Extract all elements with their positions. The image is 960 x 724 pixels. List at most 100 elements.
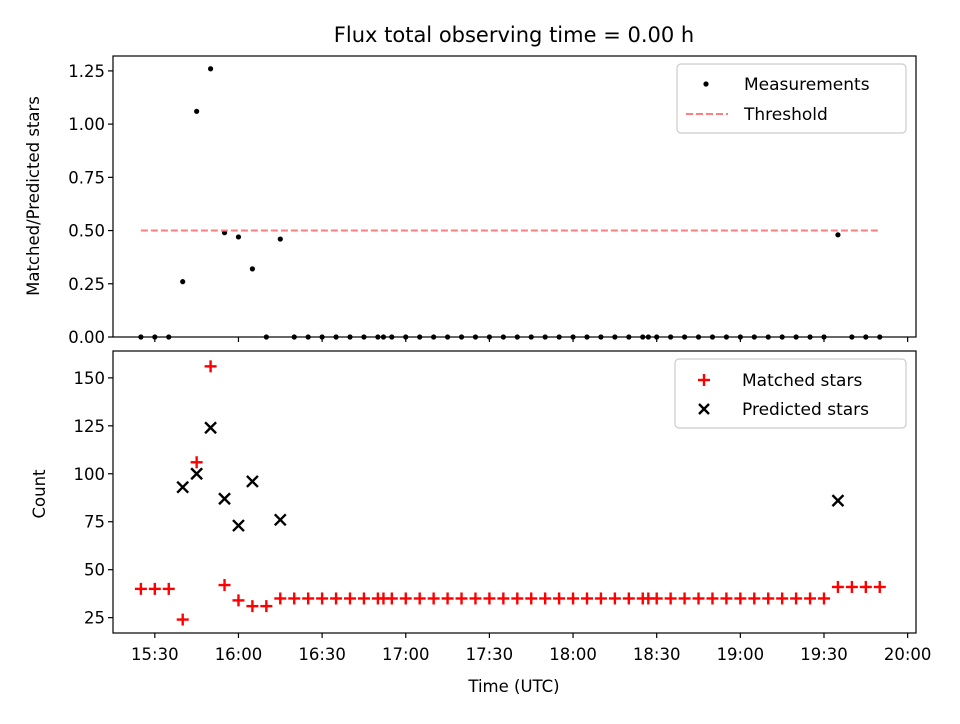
matched-star-point bbox=[567, 592, 580, 605]
plot-area-frame bbox=[112, 350, 917, 634]
matched-star-point bbox=[804, 592, 817, 605]
x-axis-label: Time (UTC) bbox=[467, 677, 559, 696]
predicted-star-point bbox=[273, 513, 287, 527]
matched-star-point bbox=[692, 592, 705, 605]
y-axis-label: Count bbox=[30, 469, 49, 519]
matched-star-point bbox=[720, 592, 733, 605]
matched-star-point bbox=[288, 592, 301, 605]
matched-star-point bbox=[427, 592, 440, 605]
matched-star-point bbox=[831, 580, 844, 593]
matched-star-point bbox=[511, 592, 524, 605]
y-tick-label: 150 bbox=[74, 369, 106, 388]
predicted-star-point bbox=[204, 421, 217, 435]
matched-star-point bbox=[539, 592, 552, 605]
plot-area-frame bbox=[112, 55, 917, 338]
y-tick-label: 25 bbox=[84, 609, 105, 628]
matched-star-point bbox=[608, 592, 621, 605]
matched-star-point bbox=[650, 592, 663, 605]
y-tick-label: 0.50 bbox=[68, 222, 105, 241]
matched-star-point bbox=[316, 592, 329, 605]
matched-star-point bbox=[734, 592, 747, 605]
legend-measurements-label: Measurements bbox=[744, 75, 870, 95]
legend-matched-label: Matched stars bbox=[742, 371, 862, 391]
matched-star-point bbox=[343, 592, 356, 605]
y-tick-label: 50 bbox=[84, 561, 105, 580]
predicted-star-point bbox=[831, 494, 845, 507]
matched-star-point bbox=[441, 592, 454, 605]
predicted-star-point bbox=[218, 492, 231, 506]
matched-star-point bbox=[357, 592, 370, 605]
x-tick-label: 17:30 bbox=[466, 645, 514, 664]
x-tick-label: 16:30 bbox=[298, 645, 346, 664]
matched-star-point bbox=[706, 592, 719, 605]
y-tick-label: 1.00 bbox=[68, 115, 105, 134]
x-tick-label: 16:00 bbox=[215, 645, 263, 664]
top-chart: Flux total observing time = 0.00 h Match… bbox=[24, 23, 917, 347]
matched-star-point bbox=[817, 592, 830, 605]
matched-star-point bbox=[859, 580, 872, 593]
matched-star-point bbox=[385, 592, 398, 605]
y-tick-label: 0.25 bbox=[68, 275, 105, 294]
y-axis-label: Matched/Predicted stars bbox=[24, 96, 43, 296]
measurement-point bbox=[249, 266, 256, 272]
legend-matched-marker bbox=[698, 374, 710, 386]
matched-star-point bbox=[664, 592, 677, 605]
predicted-star-point bbox=[176, 480, 190, 494]
matched-star-point bbox=[204, 360, 217, 373]
x-axis-ticks: 15:30 16:00 16:30 17:00 17:30 18:00 18:30 19:00… bbox=[131, 633, 931, 664]
plot-marks bbox=[138, 66, 883, 340]
measurement-point bbox=[194, 108, 200, 114]
legend-measurements-marker bbox=[703, 81, 709, 87]
matched-star-point bbox=[622, 592, 635, 605]
matched-star-point bbox=[330, 592, 343, 605]
measurement-point bbox=[180, 279, 186, 285]
matched-star-point bbox=[190, 456, 203, 469]
measurement-point bbox=[235, 234, 242, 240]
matched-star-point bbox=[134, 582, 147, 595]
bottom-chart: Count Time (UTC) 25 50 75 100 125 150 15:30 16… bbox=[30, 350, 931, 696]
legend-predicted-label: Predicted stars bbox=[742, 400, 869, 420]
y-tick-label: 100 bbox=[74, 465, 106, 484]
matched-star-point bbox=[525, 592, 538, 605]
matched-star-point bbox=[469, 592, 482, 605]
matched-star-point bbox=[260, 600, 273, 613]
matched-star-point bbox=[302, 592, 315, 605]
matched-star-point bbox=[246, 600, 259, 613]
legend-threshold-label: Threshold bbox=[743, 105, 828, 125]
matched-star-point bbox=[162, 582, 175, 595]
matched-star-point bbox=[553, 592, 566, 605]
matched-star-point bbox=[776, 592, 789, 605]
y-tick-label: 0.00 bbox=[68, 328, 105, 347]
y-axis-ticks: 25 50 75 100 125 150 bbox=[74, 369, 113, 628]
y-tick-label: 0.75 bbox=[68, 168, 105, 187]
matched-star-point bbox=[218, 579, 231, 592]
x-tick-label: 19:30 bbox=[800, 645, 848, 664]
matched-star-point bbox=[148, 582, 161, 595]
matched-star-point bbox=[580, 592, 593, 605]
matched-star-point bbox=[790, 592, 803, 605]
matched-star-point bbox=[845, 580, 858, 593]
measurement-point bbox=[207, 66, 214, 72]
x-tick-label: 18:30 bbox=[633, 645, 681, 664]
x-tick-label: 18:00 bbox=[549, 645, 597, 664]
legend: Matched stars Predicted stars bbox=[674, 358, 907, 429]
matched-star-point bbox=[455, 592, 468, 605]
legend-box bbox=[676, 63, 907, 134]
matched-star-point bbox=[748, 592, 761, 605]
y-tick-label: 125 bbox=[74, 417, 106, 436]
matched-star-point bbox=[594, 592, 607, 605]
predicted-star-point bbox=[232, 519, 245, 532]
legend-predicted-marker bbox=[698, 403, 710, 415]
predicted-star-point bbox=[190, 467, 203, 481]
x-tick-label: 19:00 bbox=[717, 645, 765, 664]
chart-title: Flux total observing time = 0.00 h bbox=[334, 23, 694, 47]
matched-star-point bbox=[413, 592, 426, 605]
matched-star-point bbox=[399, 592, 412, 605]
matched-star-point bbox=[232, 594, 245, 607]
measurement-point bbox=[835, 232, 841, 238]
legend-box bbox=[674, 358, 907, 429]
matched-star-point bbox=[497, 592, 510, 605]
matched-star-point bbox=[678, 592, 691, 605]
plot-marks bbox=[134, 360, 886, 626]
